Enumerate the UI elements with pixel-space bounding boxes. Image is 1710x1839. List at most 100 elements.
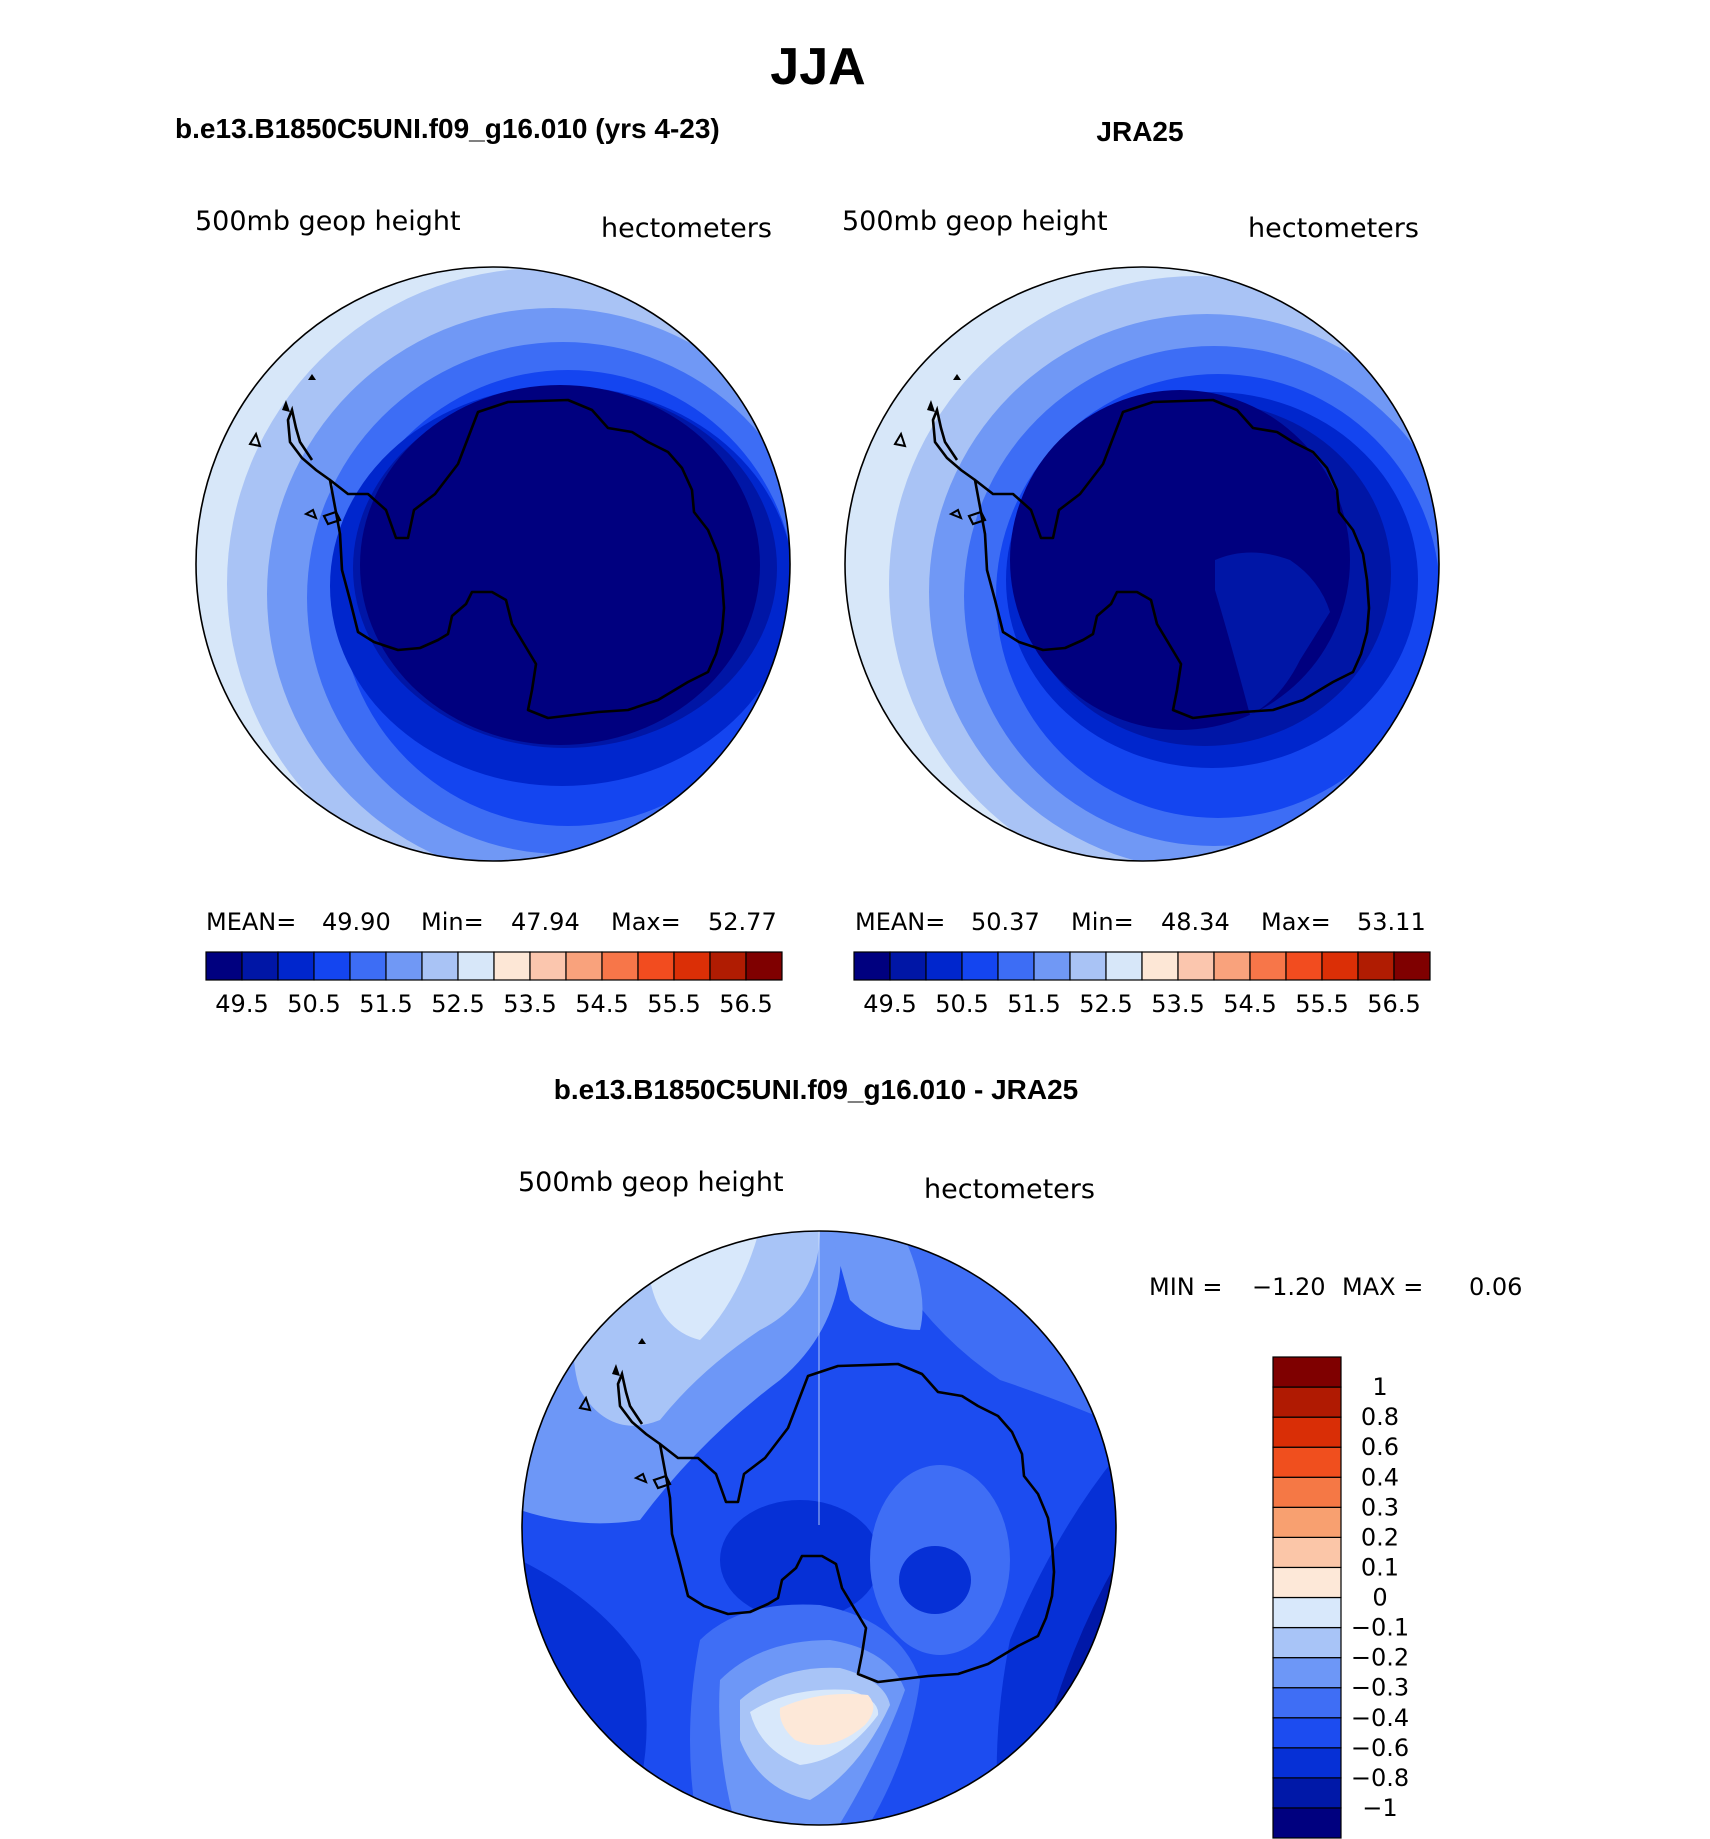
colorbar-tick-label: 0.1 xyxy=(1361,1553,1399,1581)
colorbar-box xyxy=(1272,1536,1342,1569)
colorbar-box xyxy=(1272,1777,1342,1809)
colorbar-tick-label: 0.4 xyxy=(1361,1463,1399,1491)
mean-label: MEAN= xyxy=(855,908,945,936)
colorbar-box xyxy=(205,951,243,981)
max-value: 52.77 xyxy=(708,908,777,936)
colorbar-tick-label: 55.5 xyxy=(647,990,700,1018)
max-label: Max= xyxy=(611,908,681,936)
colorbar-tick-label: 56.5 xyxy=(719,990,772,1018)
colorbar-box xyxy=(1033,951,1071,981)
colorbar-box xyxy=(1272,1446,1342,1478)
colorbar-tick-label: −0.8 xyxy=(1351,1764,1409,1792)
colorbar-box xyxy=(709,951,747,981)
colorbar-box xyxy=(637,951,675,981)
mean-value: 49.90 xyxy=(322,908,391,936)
max-value: 53.11 xyxy=(1357,908,1426,936)
min-value: 47.94 xyxy=(511,908,580,936)
panel-obs-units-label: hectometers xyxy=(1248,213,1419,244)
colorbar-tick-label: 49.5 xyxy=(215,990,268,1018)
panel-obs-title: JRA25 xyxy=(1096,116,1183,147)
colorbar-tick-label: 50.5 xyxy=(287,990,340,1018)
colorbar-box xyxy=(1393,951,1431,981)
colorbar-box xyxy=(1272,1476,1342,1508)
colorbar-tick-label: 0.2 xyxy=(1361,1523,1399,1551)
colorbar-tick-label: −0.2 xyxy=(1351,1644,1409,1672)
colorbar-tick-label: −0.4 xyxy=(1351,1704,1409,1732)
colorbar-box xyxy=(277,951,315,981)
panel-model-map xyxy=(196,267,790,861)
colorbar-tick-label: 51.5 xyxy=(1007,990,1060,1018)
panel-diff-title: b.e13.B1850C5UNI.f09_g16.010 - JRA25 xyxy=(554,1074,1079,1105)
colorbar-box xyxy=(673,951,711,981)
panel-diff-colorbar: −1−0.8−0.6−0.4−0.3−0.2−0.100.10.20.30.40… xyxy=(1272,1356,1409,1839)
colorbar-box xyxy=(961,951,999,981)
colorbar-box xyxy=(853,951,891,981)
max-value: 0.06 xyxy=(1469,1273,1522,1301)
colorbar-box xyxy=(1272,1416,1342,1448)
min-value: −1.20 xyxy=(1252,1273,1326,1301)
colorbar-tick-label: 0.8 xyxy=(1361,1403,1399,1431)
panel-diff-map xyxy=(522,1231,1116,1825)
colorbar-tick-label: −0.1 xyxy=(1351,1614,1409,1642)
colorbar-box xyxy=(601,951,639,981)
colorbar-tick-label: 53.5 xyxy=(1151,990,1204,1018)
colorbar-tick-label: 50.5 xyxy=(935,990,988,1018)
max-label: Max= xyxy=(1261,908,1331,936)
colorbar-box xyxy=(1272,1596,1342,1629)
colorbar-box xyxy=(1285,951,1323,981)
panel-diff-map-border xyxy=(521,1230,1117,1826)
min-label: Min= xyxy=(1071,908,1134,936)
panel-model-map-border xyxy=(195,266,791,862)
colorbar-tick-label: −0.3 xyxy=(1351,1674,1409,1702)
colorbar-box xyxy=(1272,1747,1342,1779)
colorbar-tick-label: 52.5 xyxy=(431,990,484,1018)
colorbar-box xyxy=(313,951,351,981)
panel-diff: b.e13.B1850C5UNI.f09_g16.010 - JRA25 500… xyxy=(518,1074,1522,1839)
panel-model: b.e13.B1850C5UNI.f09_g16.010 (yrs 4-23) … xyxy=(175,113,791,1018)
colorbar-box xyxy=(889,951,927,981)
colorbar-box xyxy=(1272,1687,1342,1719)
colorbar-box xyxy=(1272,1717,1342,1749)
colorbar-box xyxy=(1177,951,1215,981)
colorbar-box xyxy=(241,951,279,981)
colorbar-box xyxy=(1249,951,1287,981)
panel-model-units-label: hectometers xyxy=(601,213,772,244)
colorbar-box xyxy=(1357,951,1395,981)
colorbar-box xyxy=(385,951,423,981)
colorbar-box xyxy=(421,951,459,981)
min-value: 48.34 xyxy=(1161,908,1230,936)
colorbar-box xyxy=(349,951,387,981)
colorbar-tick-label: 53.5 xyxy=(503,990,556,1018)
panel-model-stats: MEAN= 49.90 Min= 47.94 Max= 52.77 xyxy=(206,908,777,936)
colorbar-box xyxy=(529,951,567,981)
panel-obs-variable-label: 500mb geop height xyxy=(842,206,1108,237)
panel-model-colorbar: 49.5 50.5 51.5 52.5 53.5 54.5 55.5 56.5 xyxy=(205,951,783,1018)
colorbar-tick-label: 1 xyxy=(1372,1373,1387,1401)
colorbar-box xyxy=(1272,1566,1342,1599)
colorbar-box xyxy=(1272,1807,1342,1839)
colorbar-box xyxy=(457,951,495,981)
colorbar-tick-label: 0.6 xyxy=(1361,1433,1399,1461)
colorbar-tick-label: −0.6 xyxy=(1351,1734,1409,1762)
colorbar-box xyxy=(1272,1657,1342,1689)
colorbar-tick-label: 49.5 xyxy=(863,990,916,1018)
colorbar-box xyxy=(1069,951,1107,981)
min-label: MIN = xyxy=(1149,1273,1222,1301)
colorbar-tick-label: −1 xyxy=(1362,1794,1397,1822)
mean-value: 50.37 xyxy=(971,908,1040,936)
colorbar-box xyxy=(493,951,531,981)
colorbar-box xyxy=(1321,951,1359,981)
colorbar-box xyxy=(745,951,783,981)
colorbar-tick-label: 54.5 xyxy=(575,990,628,1018)
panel-obs-map xyxy=(845,267,1439,861)
panel-diff-units-label: hectometers xyxy=(924,1174,1095,1205)
max-label: MAX = xyxy=(1342,1273,1423,1301)
colorbar-box xyxy=(925,951,963,981)
panel-model-variable-label: 500mb geop height xyxy=(195,206,461,237)
colorbar-box xyxy=(1213,951,1251,981)
panel-obs-map-border xyxy=(844,266,1440,862)
panel-obs: JRA25 500mb geop height hectometers MEAN… xyxy=(842,116,1440,1018)
figure-title: JJA xyxy=(770,38,865,96)
colorbar-box xyxy=(1272,1626,1342,1659)
